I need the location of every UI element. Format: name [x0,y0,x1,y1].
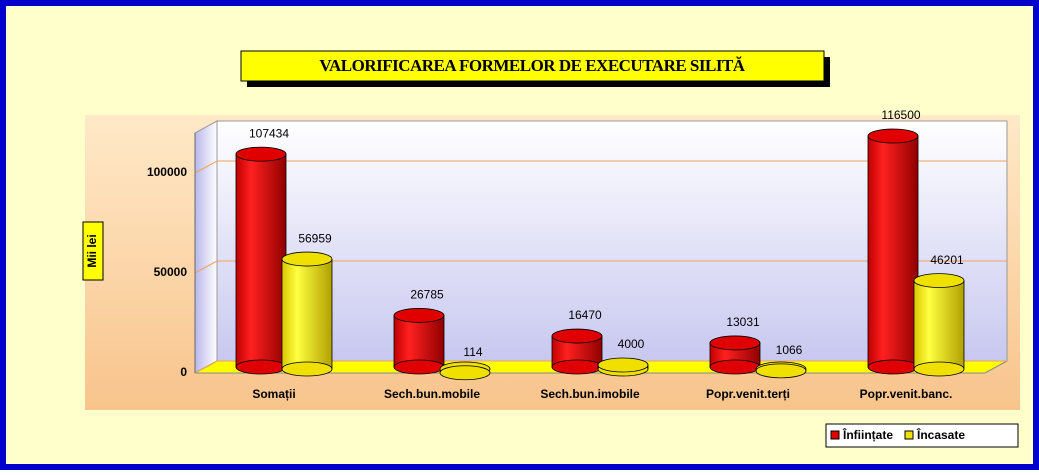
bar [393,315,445,368]
x-tick-label: Somații [252,387,295,401]
value-label: 107434 [249,126,289,140]
legend-swatch [904,430,914,440]
value-label: 4000 [618,337,645,351]
bar-top [755,363,807,379]
value-label: 1066 [776,343,803,357]
chart-title: VALORIFICAREA FORMELOR DE EXECUTARE SILI… [319,56,745,75]
x-tick-label: Sech.bun.mobile [384,387,480,401]
y-label-box [82,221,104,281]
bar-top [867,128,919,144]
bar-top [393,308,445,323]
legend-label: Înființate [842,427,893,442]
legend-label: Încasate [916,427,965,442]
bar [281,258,333,370]
value-label: 26785 [410,288,444,302]
bar-base [913,361,965,377]
bar-top [235,146,287,162]
bar-top [913,273,965,288]
y-tick-label: 0 [180,365,187,379]
grid-line [194,160,1007,174]
legend: Înființate Încasate [825,423,1019,448]
bar [867,135,919,368]
y-axis-label: Mii lei [85,234,99,267]
legend-box [825,423,1019,448]
bar-top [281,251,333,267]
bar-base [281,361,333,377]
y-tick-label: 100000 [147,165,187,179]
value-label: 116500 [881,108,920,122]
value-label: 13031 [726,315,760,329]
bar-top [597,357,649,373]
value-label: 56959 [298,231,332,245]
side-wall [194,120,218,374]
bar [913,280,965,370]
value-label: 16470 [568,308,602,322]
y-tick-label: 50000 [154,265,188,279]
grid-line [194,260,1007,274]
x-tick-label: Popr.venit.banc. [860,387,953,401]
bar-top [551,328,603,344]
title-box [240,50,825,82]
bar-base [393,359,445,375]
value-label: 114 [463,345,482,359]
value-label: 46201 [930,253,964,267]
legend-swatch [830,430,840,440]
bar-base [867,359,919,375]
bar-top [709,335,761,351]
bar-base [235,359,287,375]
bar-top [439,365,491,381]
bar-base [709,359,761,375]
bar-base [551,359,603,375]
x-tick-label: Sech.bun.imobile [540,387,640,401]
bar [235,153,287,368]
x-tick-label: Popr.venit.terți [706,387,790,401]
